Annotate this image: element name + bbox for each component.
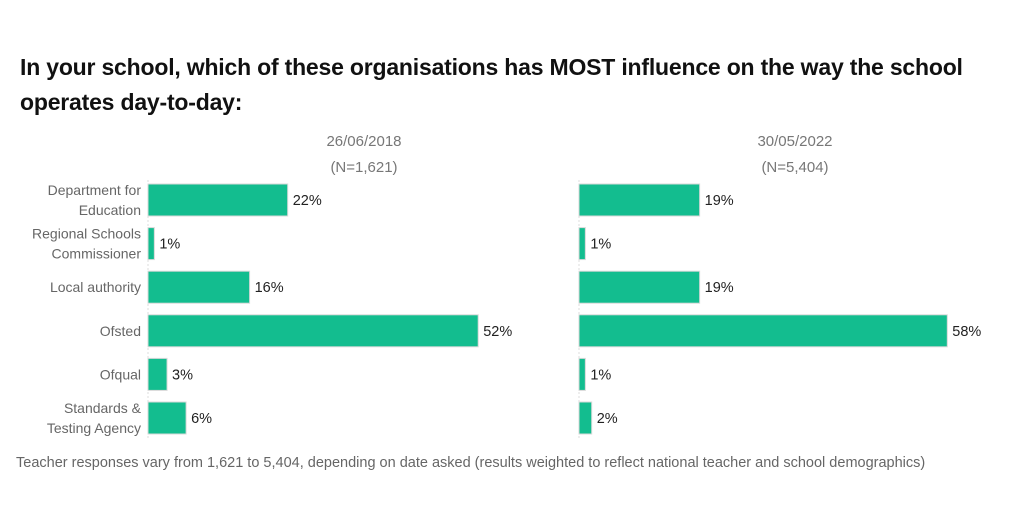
bar [578, 401, 593, 435]
data-label: 19% [705, 280, 734, 296]
bar [578, 357, 586, 391]
category-label: Department for [48, 182, 142, 198]
category-label: Ofsted [100, 323, 141, 339]
data-label: 22% [293, 193, 322, 209]
category-label: Ofqual [100, 366, 141, 382]
category-label: Regional Schools [32, 226, 141, 242]
panel-date: 26/06/2018 [326, 133, 401, 150]
data-label: 58% [952, 324, 981, 340]
panel-sample-size: (N=1,621) [330, 159, 397, 176]
data-label: 3% [172, 367, 193, 383]
bar [147, 270, 251, 304]
panel-date: 30/05/2022 [757, 133, 832, 150]
data-label: 1% [159, 237, 180, 253]
bar [578, 227, 586, 261]
data-label: 1% [590, 237, 611, 253]
category-label: Education [79, 202, 141, 218]
chart-title: In your school, which of these organisat… [20, 54, 963, 115]
bar [578, 270, 701, 304]
data-label: 52% [483, 324, 512, 340]
bar [147, 314, 479, 348]
category-label: Commissioner [52, 246, 142, 262]
bar [147, 227, 155, 261]
panel-sample-size: (N=5,404) [761, 159, 828, 176]
data-label: 19% [705, 193, 734, 209]
category-label: Standards & [64, 400, 142, 416]
data-label: 2% [597, 411, 618, 427]
data-label: 1% [590, 367, 611, 383]
bar [147, 357, 168, 391]
category-label: Local authority [50, 279, 141, 295]
bar [147, 183, 289, 217]
data-label: 16% [255, 280, 284, 296]
data-label: 6% [191, 411, 212, 427]
bar [578, 314, 948, 348]
category-label: Testing Agency [47, 420, 141, 436]
bar [578, 183, 701, 217]
footnote: Teacher responses vary from 1,621 to 5,4… [16, 455, 926, 471]
bar [147, 401, 187, 435]
